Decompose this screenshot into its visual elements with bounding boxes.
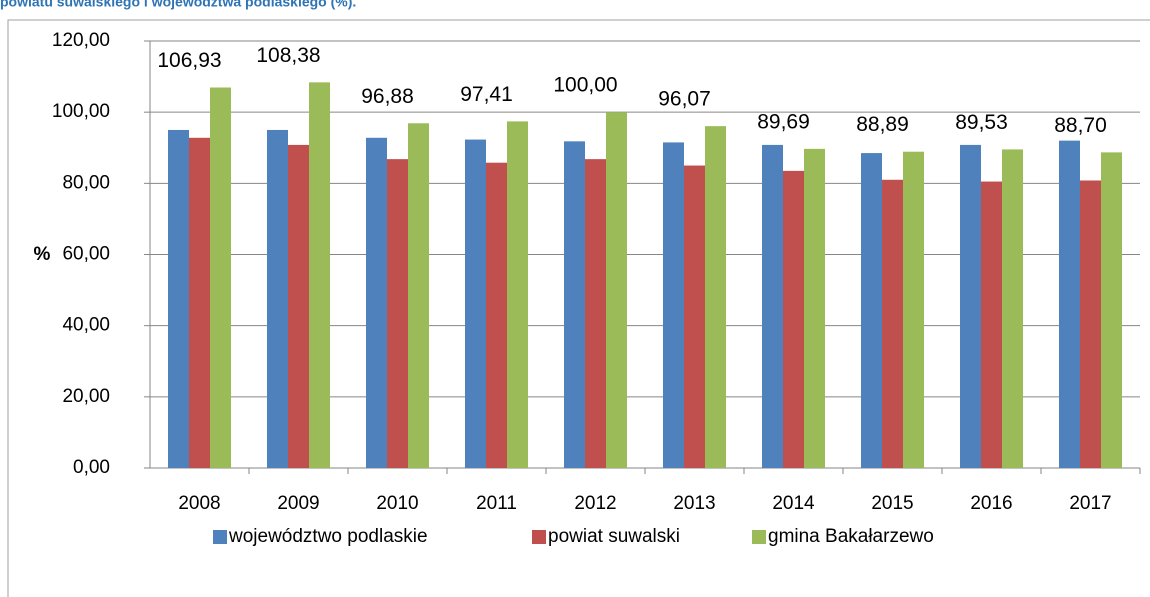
bar [663,142,684,468]
data-label: 100,00 [553,74,617,97]
legend-swatch [213,530,227,544]
bar [903,151,924,468]
y-tick-label: 60,00 [62,244,110,265]
bar [960,144,981,469]
data-label: 96,88 [361,85,414,108]
bar [309,82,330,468]
bar [783,170,804,469]
bar [486,162,507,468]
bar [861,153,882,468]
bar [606,112,627,469]
bar [705,126,726,469]
data-label: 88,89 [856,113,909,136]
bar [804,148,825,468]
bar [882,179,903,468]
legend-swatch [752,530,766,544]
x-tick-label: 2010 [376,493,418,514]
legend-label: województwo podlaskie [228,526,428,547]
bar [585,159,606,469]
bar [684,165,705,468]
bar [1002,149,1023,468]
y-tick-label: 80,00 [62,172,110,193]
y-tick-label: 20,00 [62,386,110,407]
y-tick-label: 100,00 [52,101,110,122]
data-label: 97,41 [460,83,513,106]
bar [564,141,585,468]
bar [387,159,408,469]
x-tick-label: 2012 [574,493,616,514]
x-tick-label: 2009 [277,493,319,514]
y-axis-label: % [34,244,51,265]
y-tick-label: 0,00 [73,457,110,478]
chart-title: powiatu suwalskiego i województwa podlas… [0,0,356,10]
bar [288,144,309,469]
legend-label: gmina Bakałarzewo [768,526,934,547]
x-tick-label: 2011 [476,493,517,514]
bar [366,137,387,468]
data-label: 89,69 [757,110,810,133]
bar [210,87,231,468]
y-tick-label: 40,00 [62,315,110,336]
bar [168,129,189,469]
x-tick-label: 2013 [673,493,715,514]
bar [1080,180,1101,468]
x-tick-label: 2016 [970,493,1012,514]
legend-swatch [532,530,546,544]
data-label: 96,07 [658,88,711,111]
bar [981,181,1002,468]
bar [762,144,783,469]
chart-border [7,19,1150,597]
bar [465,139,486,468]
x-tick-label: 2017 [1069,493,1111,514]
y-tick-label: 120,00 [52,30,110,51]
x-tick-label: 2015 [871,493,913,514]
bar [1059,140,1080,468]
x-tick-label: 2008 [178,493,220,514]
data-label: 108,38 [256,44,320,67]
legend-label: powiat suwalski [548,526,680,547]
data-label: 88,70 [1054,114,1107,137]
bar [267,129,288,469]
data-label: 89,53 [955,111,1008,134]
bar [408,123,429,468]
data-label: 106,93 [157,49,221,72]
bar [1101,152,1122,468]
bar [189,137,210,468]
bar [507,121,528,468]
x-tick-label: 2014 [772,493,815,514]
